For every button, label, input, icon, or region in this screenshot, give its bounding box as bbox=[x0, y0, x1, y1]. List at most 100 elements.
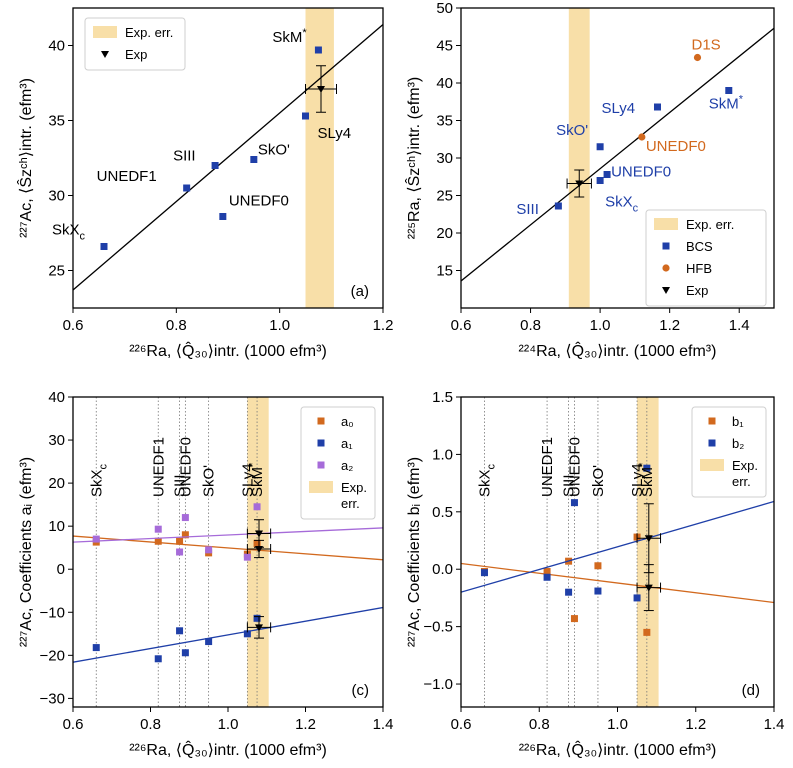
exp-error-band bbox=[305, 8, 334, 308]
point-a1 bbox=[176, 627, 184, 635]
point-bcs bbox=[603, 171, 611, 178]
guide-label-sub: c bbox=[485, 463, 497, 469]
guide-label-0: SkXc bbox=[476, 463, 497, 497]
point-label-main: SkX bbox=[52, 222, 80, 239]
point-label: SkXc bbox=[605, 194, 639, 215]
point-label-main: SkM bbox=[709, 96, 739, 113]
legend: b₁ b₂ Exp.err. bbox=[691, 406, 767, 498]
axes-frame bbox=[72, 7, 384, 309]
point-a2 bbox=[92, 535, 100, 543]
legend-box bbox=[645, 209, 767, 307]
y-tick-label: 0.0 bbox=[432, 561, 453, 578]
point-label: UNEDF0 bbox=[229, 193, 289, 210]
guide-label-6: SkM* bbox=[637, 462, 656, 497]
point-label: SIII bbox=[173, 148, 196, 165]
legend: a₀ a₁ a₂ Exp.err. bbox=[300, 406, 376, 520]
legend-box bbox=[300, 406, 376, 520]
panel-tag: (c) bbox=[352, 682, 370, 699]
point-a0 bbox=[181, 531, 189, 539]
guide-label-main: SkM bbox=[639, 467, 656, 497]
legend-label: a₂ bbox=[341, 458, 353, 473]
point-label: SkXc bbox=[52, 222, 86, 243]
guide-label-0: SkXc bbox=[88, 463, 109, 497]
point-label-sup: * bbox=[302, 27, 307, 39]
guide-label-6: SkM* bbox=[247, 462, 266, 497]
y-axis-label: ²²⁷Ac, Coefficients bᵢ (efm³) bbox=[406, 457, 423, 647]
x-tick-label: 1.0 bbox=[269, 317, 290, 334]
guide-label-3: UNEDF0 bbox=[177, 437, 194, 497]
x-axis-label: ²²⁶Ra, ⟨Q̂₃₀⟩intr. (1000 efm³) bbox=[129, 739, 327, 759]
point-b2 bbox=[594, 587, 602, 595]
point-a1 bbox=[243, 630, 251, 638]
point-a1 bbox=[181, 649, 189, 657]
legend-hfb-marker bbox=[662, 264, 670, 272]
legend-exp-marker bbox=[662, 287, 670, 294]
point-label-sup: * bbox=[739, 94, 744, 106]
point-a2 bbox=[253, 503, 261, 511]
point-a0 bbox=[176, 537, 184, 545]
x-tick-label: 1.4 bbox=[373, 716, 394, 733]
guide-label-sup: * bbox=[637, 462, 649, 467]
point-bcs bbox=[211, 162, 219, 169]
legend-label: BCS bbox=[686, 239, 713, 254]
point-label: D1S bbox=[691, 37, 720, 54]
legend-band-swatch bbox=[309, 481, 333, 493]
point-label: UNEDF0 bbox=[611, 164, 671, 181]
point-b2 bbox=[565, 588, 573, 596]
y-tick-label: 30 bbox=[48, 432, 65, 449]
y-tick-label: 15 bbox=[436, 263, 453, 280]
legend-marker-BCS bbox=[662, 242, 670, 250]
legend-label: Exp bbox=[125, 47, 147, 62]
guide-label-4: SkO' bbox=[590, 465, 607, 497]
x-tick-label: 0.8 bbox=[529, 716, 550, 733]
y-tick-label: 25 bbox=[436, 188, 453, 205]
legend-marker-b2 bbox=[708, 439, 716, 447]
x-tick-label: 1.0 bbox=[590, 317, 611, 334]
point-hfb bbox=[693, 53, 702, 62]
x-tick-label: 0.8 bbox=[520, 317, 541, 334]
point-b2 bbox=[480, 569, 488, 577]
x-tick-label: 0.8 bbox=[140, 716, 161, 733]
plot-area bbox=[461, 8, 774, 308]
x-axis-label: ²²⁶Ra, ⟨Q̂₃₀⟩intr. (1000 efm³) bbox=[129, 340, 327, 360]
x-tick-label: 1.0 bbox=[607, 716, 628, 733]
legend-box bbox=[691, 406, 767, 498]
y-tick-label: 50 bbox=[436, 0, 453, 17]
point-a1 bbox=[253, 614, 261, 622]
y-tick-label: −30 bbox=[40, 690, 65, 707]
exp-marker bbox=[317, 86, 325, 93]
point-bcs bbox=[100, 243, 108, 250]
x-tick-label: 1.4 bbox=[764, 716, 785, 733]
y-tick-label: 1.5 bbox=[432, 389, 453, 406]
x-axis-label: ²²⁶Ra, ⟨Q̂₃₀⟩intr. (1000 efm³) bbox=[519, 739, 717, 759]
point-label-sub: c bbox=[80, 231, 86, 243]
fit-line-b1 bbox=[461, 562, 774, 604]
y-tick-label: 10 bbox=[48, 518, 65, 535]
x-tick-label: 1.2 bbox=[373, 317, 394, 334]
guide-label-4: SkO' bbox=[201, 465, 218, 497]
point-bcs bbox=[314, 46, 322, 54]
point-bcs bbox=[302, 112, 309, 120]
exp-a1-marker bbox=[255, 624, 263, 632]
point-a0 bbox=[253, 539, 261, 547]
point-label: SIII bbox=[516, 201, 539, 218]
x-tick-label: 1.2 bbox=[295, 716, 316, 733]
point-bcs bbox=[183, 184, 191, 192]
point-b2 bbox=[570, 499, 578, 507]
legend-band-swatch bbox=[700, 459, 724, 471]
point-hfb bbox=[638, 133, 646, 141]
point-a2 bbox=[243, 553, 251, 561]
point-b2 bbox=[643, 464, 651, 472]
y-tick-label: 40 bbox=[48, 389, 65, 406]
exp-error-band bbox=[637, 397, 659, 707]
y-tick-label: 40 bbox=[48, 38, 65, 55]
guide-label-2: SIII bbox=[561, 474, 578, 497]
x-tick-label: 0.6 bbox=[63, 317, 84, 334]
legend-band-swatch bbox=[654, 218, 678, 230]
y-tick-label: 25 bbox=[48, 263, 65, 280]
exp-b1-marker bbox=[644, 584, 653, 592]
y-axis-label: ²²⁵Ra, ⟨Ŝzᶜʰ⟩intr. (efm³) bbox=[404, 77, 423, 239]
